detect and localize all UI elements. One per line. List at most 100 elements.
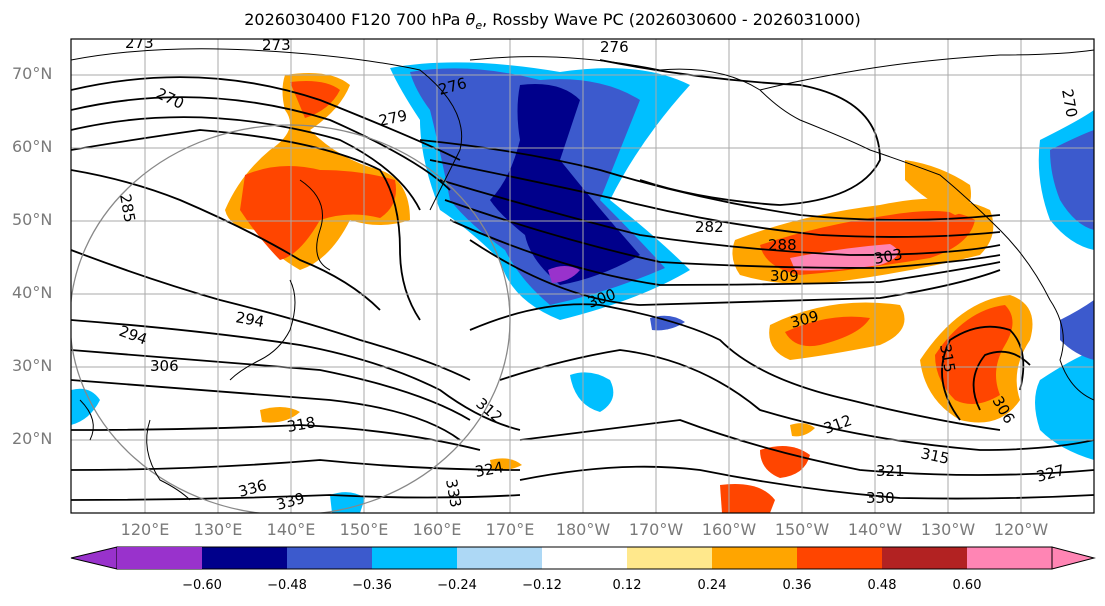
neg-region-central (570, 372, 614, 412)
lon-label: 170°W (628, 520, 684, 539)
colorbar-segment (627, 547, 712, 569)
contour-line (519, 419, 1094, 476)
contour-label: 279 (377, 106, 409, 130)
colorbar-segment (797, 547, 882, 569)
neg-region-southeast (1035, 350, 1094, 460)
neg-region-southeast-core (1060, 300, 1094, 360)
map-plot-area: 273 273 276 270 276 279 285 282 288 303 … (71, 34, 1094, 514)
contour-label: 339 (274, 489, 306, 514)
contour-line (449, 219, 1001, 286)
colorbar-tick-label: 0.24 (697, 578, 727, 593)
pos-region-alaska (905, 160, 971, 215)
lat-label: 20°N (12, 429, 53, 448)
contour-label: 321 (876, 462, 905, 480)
colorbar-tick-label: 0.12 (612, 578, 642, 593)
contour-label: 282 (695, 218, 724, 236)
contour-line (71, 494, 521, 501)
contour-line (941, 325, 1025, 421)
contour-line (972, 350, 1031, 411)
colorbar-segment (712, 547, 797, 569)
contour-label: 318 (286, 413, 317, 436)
title-theta-subscript: e (475, 19, 483, 33)
contour-label: 303 (873, 245, 904, 268)
contour-line (71, 129, 421, 321)
pos-region-small-2 (490, 458, 522, 471)
colorbar-arrow-right (1051, 546, 1096, 570)
lat-lon-grid (71, 39, 1094, 513)
title-theta-symbol: θ (465, 10, 476, 29)
contour-line (71, 319, 521, 431)
colorbar-tick-label: 0.48 (867, 578, 897, 593)
pos-region-east-core (935, 305, 1013, 404)
contour-line (71, 249, 471, 381)
contour-line (469, 303, 1001, 431)
contour-label: 315 (936, 343, 959, 374)
contour-line (444, 199, 1001, 269)
pos-region-central-core (785, 316, 870, 347)
negative-anomaly-shading (71, 62, 1094, 513)
pos-region-small-1 (260, 406, 300, 423)
lon-label: 150°E (339, 520, 389, 539)
contour-line (499, 349, 1094, 451)
contour-line (71, 349, 471, 421)
colorbar-tick-label: −0.60 (182, 578, 222, 593)
colorbar-tick-label: −0.48 (267, 578, 307, 593)
contour-label: 273 (262, 36, 291, 54)
lon-label: 160°E (412, 520, 462, 539)
contour-label: 333 (442, 478, 465, 509)
pos-region-north-pacific-pink (790, 244, 898, 271)
neg-region-purple-core (548, 266, 580, 283)
lon-label: 130°W (920, 520, 976, 539)
contour-label: 315 (919, 444, 951, 468)
contour-label: 306 (150, 357, 179, 375)
contour-line (71, 116, 421, 211)
lon-label: 140°W (847, 520, 903, 539)
lon-label: 160°W (701, 520, 757, 539)
contour-line (599, 59, 881, 206)
neg-region-south (330, 492, 365, 513)
neg-region-east-coast-core (1050, 130, 1094, 230)
map-title: 2026030400 F120 700 hPa θe, Rossby Wave … (0, 10, 1105, 32)
colorbar-segment (457, 547, 542, 569)
colorbar-segment (287, 547, 372, 569)
title-text: 2026030400 F120 700 hPa (244, 10, 466, 29)
contour-label: 324 (474, 458, 505, 481)
lon-label: 120°W (993, 520, 1049, 539)
contour-label: 330 (866, 489, 895, 507)
contour-line (469, 239, 1001, 306)
contour-label: 276 (600, 38, 629, 56)
neg-region-small-1 (650, 315, 685, 331)
pos-region-south-central (760, 446, 810, 478)
contour-label: 285 (116, 193, 139, 224)
lon-label: 120°E (120, 520, 170, 539)
contour-line (519, 465, 1094, 500)
colorbar-tick-label: −0.24 (437, 578, 477, 593)
contour-label: 273 (125, 34, 154, 52)
colorbar-segment (542, 547, 627, 569)
coastlines (71, 48, 1094, 501)
rossby-source-ring (71, 124, 511, 513)
colorbar (70, 546, 1096, 570)
colorbar-segment (967, 547, 1052, 569)
contour-label: 270 (1058, 88, 1081, 119)
contour-label: 294 (234, 308, 265, 331)
neg-region-northwest-pacific-deep (490, 84, 640, 285)
lon-label: 170°E (485, 520, 535, 539)
title-suffix: , Rossby Wave PC (2026030600 - 202603100… (482, 10, 861, 29)
colorbar-arrow-left (70, 546, 118, 570)
theta-e-contours (71, 59, 1094, 501)
pos-region-south (720, 484, 775, 513)
contour-label: 309 (770, 267, 799, 285)
colorbar-segment (882, 547, 967, 569)
lat-label: 40°N (12, 283, 53, 302)
map-frame (70, 38, 1095, 514)
contour-label: 288 (768, 236, 797, 254)
colorbar-tick-label: −0.12 (522, 578, 562, 593)
lat-label: 60°N (12, 137, 53, 156)
lat-label: 50°N (12, 210, 53, 229)
contour-line (419, 139, 1001, 221)
contour-line (71, 96, 451, 191)
colorbar-segment (372, 547, 457, 569)
lon-label: 150°W (774, 520, 830, 539)
